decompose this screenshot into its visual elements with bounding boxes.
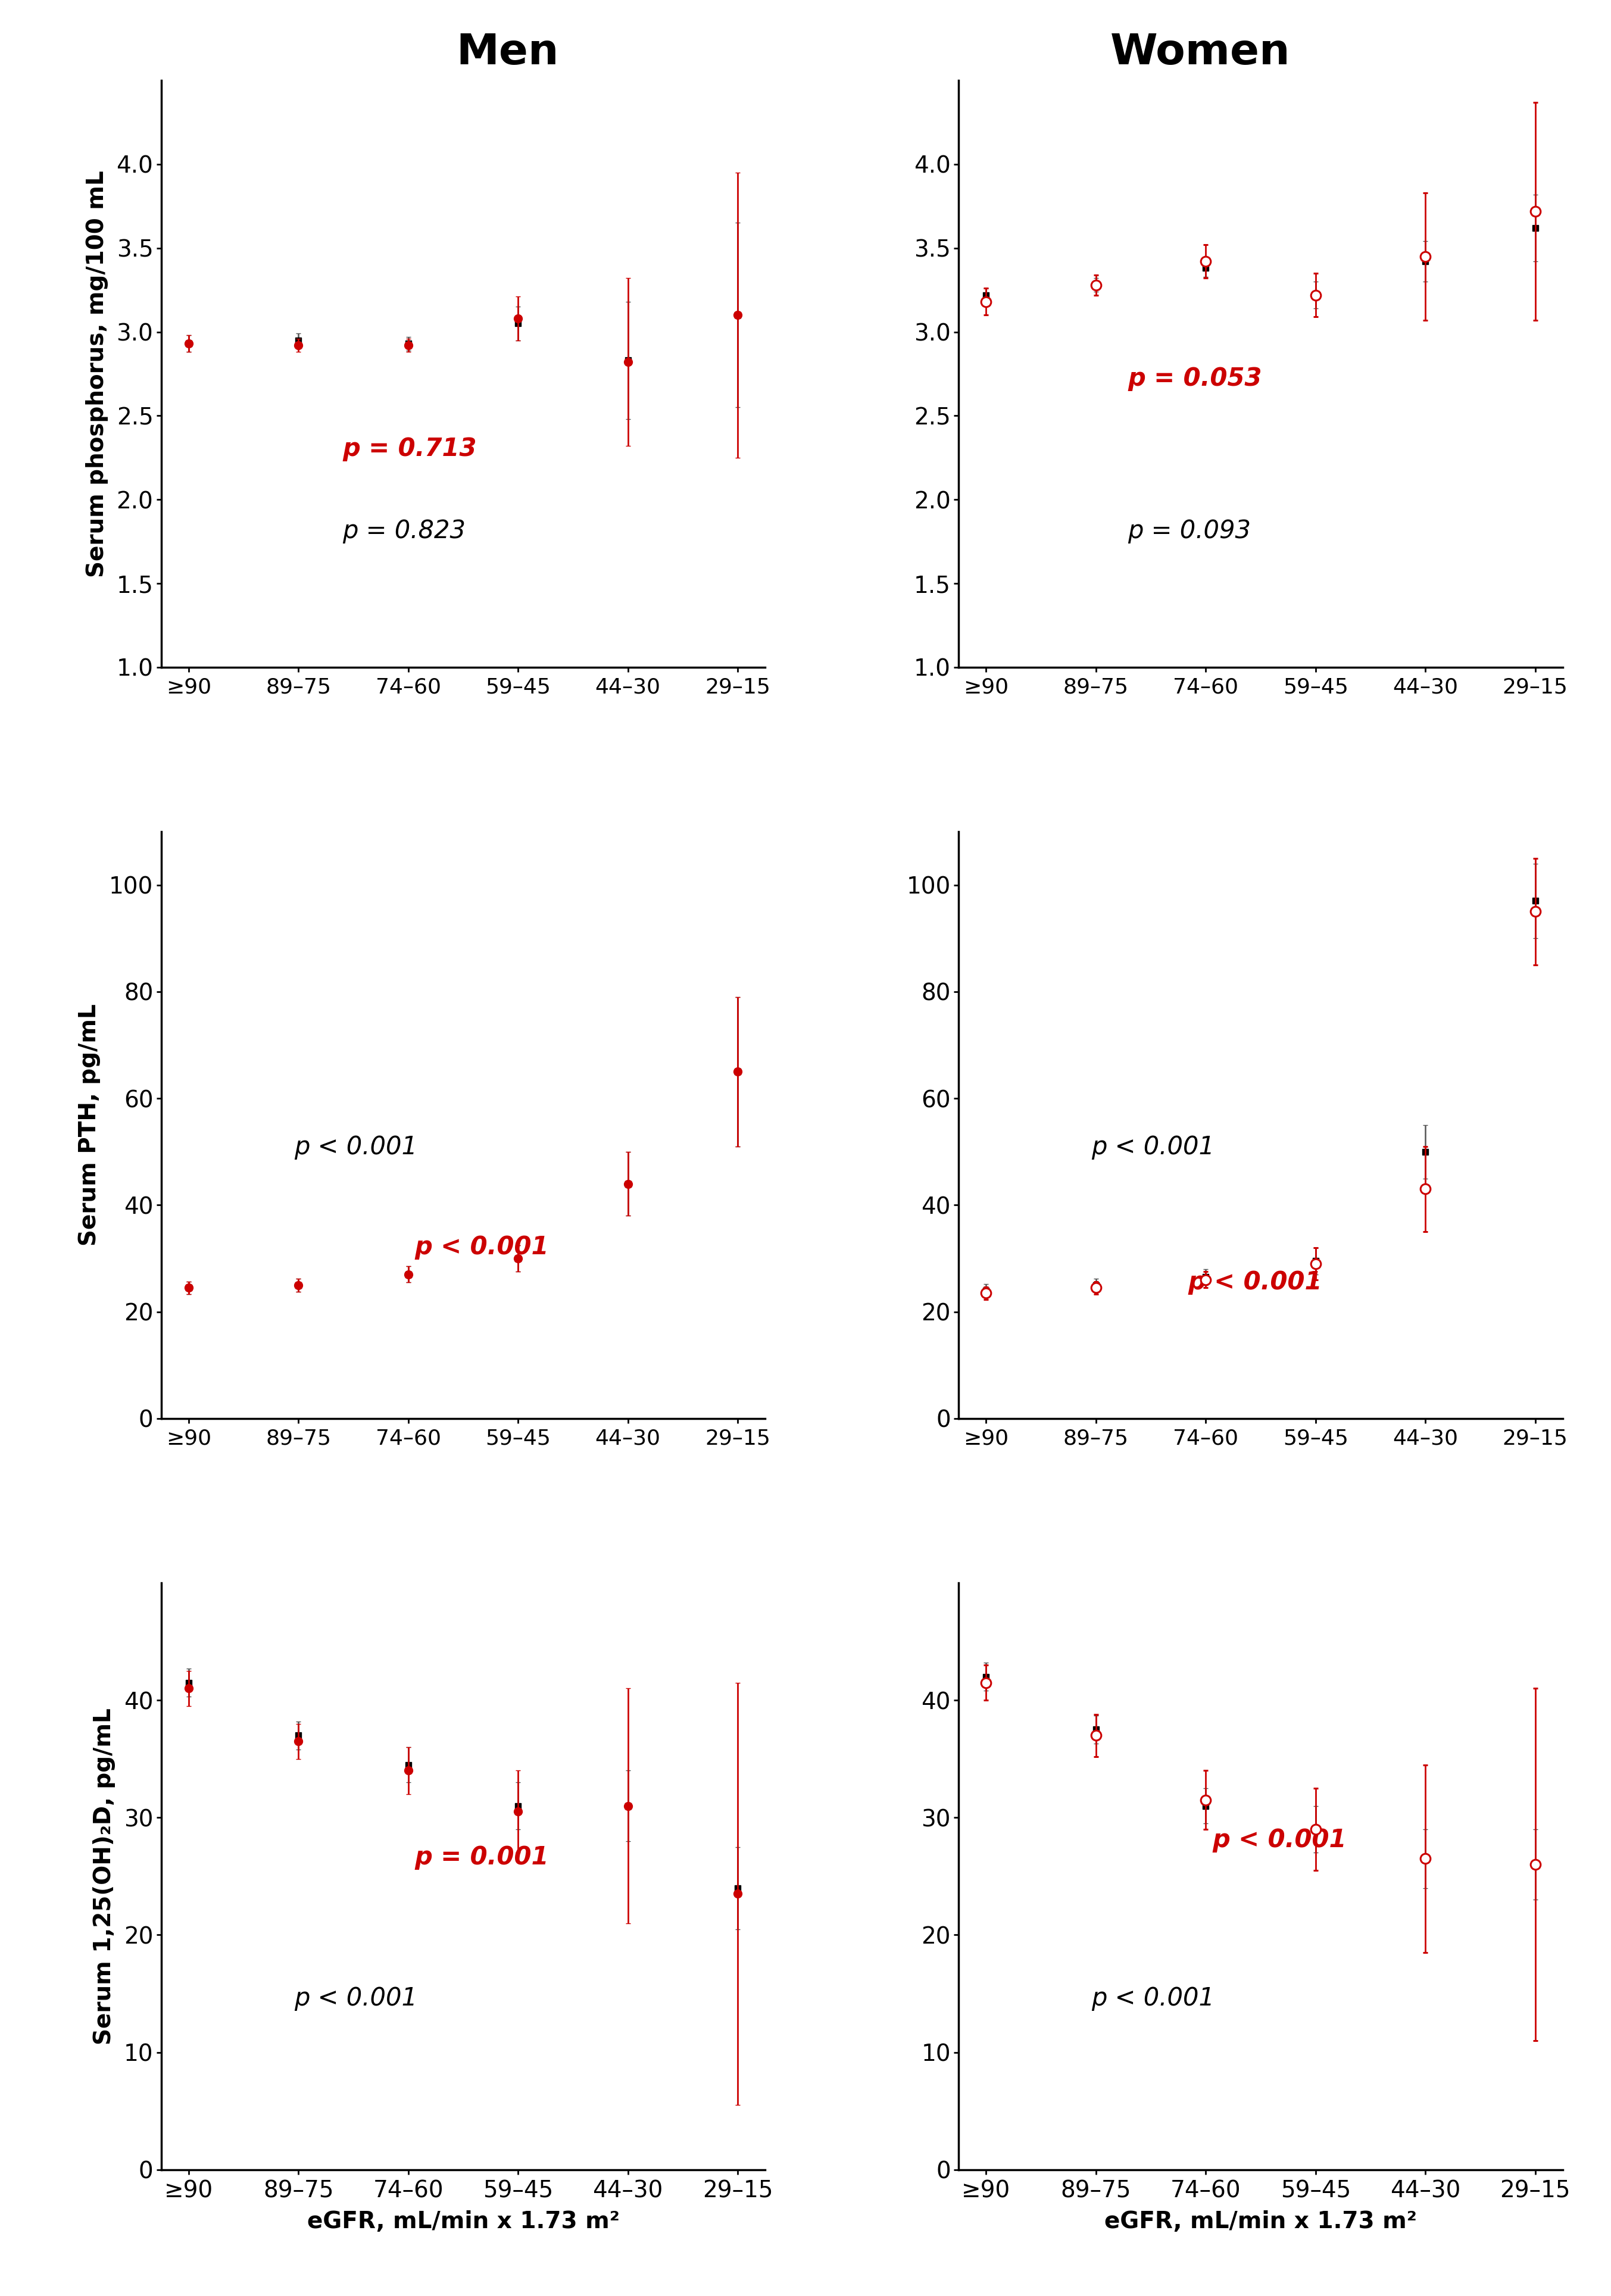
- Text: Men: Men: [456, 32, 559, 73]
- Text: p = 0.053: p = 0.053: [1128, 365, 1261, 390]
- Y-axis label: Serum 1,25(OH)₂D, pg/mL: Serum 1,25(OH)₂D, pg/mL: [93, 1708, 116, 2046]
- Text: p = 0.001: p = 0.001: [416, 1846, 549, 1869]
- X-axis label: eGFR, mL/min x 1.73 m²: eGFR, mL/min x 1.73 m²: [1105, 2211, 1416, 2234]
- Text: p < 0.001: p < 0.001: [1187, 1270, 1323, 1295]
- X-axis label: eGFR, mL/min x 1.73 m²: eGFR, mL/min x 1.73 m²: [308, 2211, 619, 2234]
- Text: p < 0.001: p < 0.001: [1211, 1828, 1347, 1853]
- Text: Women: Women: [1110, 32, 1290, 73]
- Text: p = 0.823: p = 0.823: [342, 519, 466, 544]
- Text: p < 0.001: p < 0.001: [416, 1235, 549, 1261]
- Text: p = 0.093: p = 0.093: [1128, 519, 1250, 544]
- Text: p < 0.001: p < 0.001: [295, 1134, 417, 1159]
- Y-axis label: Serum phosphorus, mg/100 mL: Serum phosphorus, mg/100 mL: [85, 170, 108, 576]
- Text: p < 0.001: p < 0.001: [1091, 1134, 1215, 1159]
- Text: p = 0.713: p = 0.713: [342, 436, 477, 461]
- Text: p < 0.001: p < 0.001: [1091, 1986, 1215, 2011]
- Text: p < 0.001: p < 0.001: [295, 1986, 417, 2011]
- Y-axis label: Serum PTH, pg/mL: Serum PTH, pg/mL: [77, 1003, 101, 1247]
